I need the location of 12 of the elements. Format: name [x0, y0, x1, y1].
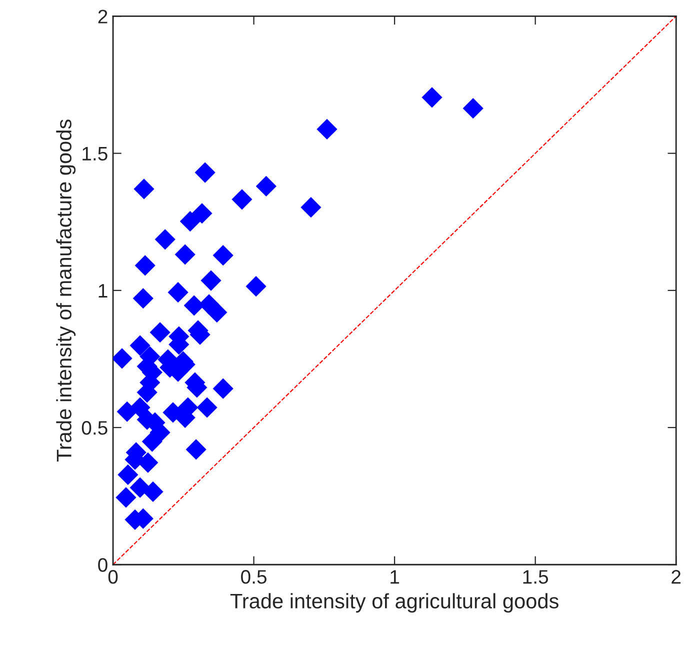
x-axis-title: Trade intensity of agricultural goods — [230, 593, 558, 613]
x-tick-label: 1 — [390, 570, 400, 584]
x-tick-label: 0 — [108, 570, 118, 584]
y-axis-title: Trade intensity of manufacture goods — [56, 120, 76, 462]
y-tick-label: 2 — [98, 10, 108, 24]
y-tick-label: 0 — [98, 558, 108, 572]
y-tick-label: 1 — [98, 284, 108, 298]
x-tick-label: 0.5 — [241, 570, 266, 584]
y-tick-label: 1.5 — [82, 146, 108, 161]
x-tick-label: 2 — [672, 570, 681, 584]
y-tick-label: 0.5 — [82, 420, 108, 435]
x-tick-label: 1.5 — [523, 570, 548, 584]
